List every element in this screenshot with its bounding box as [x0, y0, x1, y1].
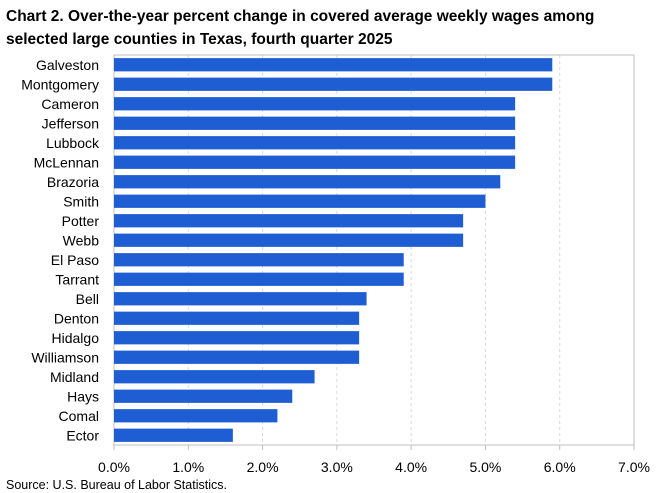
bar	[114, 292, 367, 306]
category-label: Denton	[54, 310, 99, 326]
bar	[114, 155, 516, 169]
category-label: Comal	[59, 408, 99, 424]
category-label: Galveston	[36, 57, 99, 73]
category-label: Bell	[76, 291, 99, 307]
category-label: Jefferson	[42, 115, 99, 131]
category-label: Webb	[63, 232, 100, 248]
bar	[114, 428, 233, 442]
bar	[114, 175, 501, 189]
plot-area-border	[113, 54, 635, 446]
category-label: Hidalgo	[52, 330, 100, 346]
category-label: Midland	[50, 369, 99, 385]
bar	[114, 136, 516, 150]
category-label: Hays	[67, 388, 99, 404]
chart-title: Chart 2. Over-the-year percent change in…	[6, 8, 595, 48]
bar	[114, 58, 553, 72]
category-label: Montgomery	[21, 76, 99, 92]
x-tick-label: 1.0%	[172, 459, 204, 475]
bar	[114, 350, 360, 364]
category-label: El Paso	[51, 252, 99, 268]
category-label: McLennan	[34, 154, 99, 170]
category-label: Ector	[66, 427, 99, 443]
bar	[114, 409, 278, 423]
category-label: Cameron	[41, 96, 99, 112]
bar	[114, 272, 404, 286]
category-label: Williamson	[31, 349, 99, 365]
bar	[114, 77, 553, 91]
x-tick-label: 4.0%	[395, 459, 427, 475]
bar	[114, 389, 293, 403]
bar	[114, 233, 464, 247]
category-label: Tarrant	[55, 271, 99, 287]
bar	[114, 331, 360, 345]
bar	[114, 194, 486, 208]
category-labels: Galveston Montgomery Cameron Jefferson Lubbo…	[21, 57, 100, 444]
chart-source: Source: U.S. Bureau of Labor Statistics.	[6, 478, 227, 492]
x-tick-label: 2.0%	[247, 459, 279, 475]
x-tick-label: 5.0%	[469, 459, 501, 475]
x-tick-label: 6.0%	[544, 459, 576, 475]
bars	[114, 58, 553, 442]
category-label: Lubbock	[46, 135, 100, 151]
bar	[114, 214, 464, 228]
category-label: Brazoria	[47, 174, 99, 190]
category-label: Smith	[63, 193, 99, 209]
category-label: Potter	[62, 213, 100, 229]
bar	[114, 370, 315, 384]
x-tick-label: 0.0%	[98, 459, 130, 475]
x-tick-label: 3.0%	[321, 459, 353, 475]
bar	[114, 97, 516, 111]
bar	[114, 253, 404, 267]
bar	[114, 311, 360, 325]
x-tick-labels: 0.0% 1.0% 2.0% 3.0% 4.0% 5.0% 6.0% 7.0%	[98, 459, 650, 475]
x-tick-label: 7.0%	[618, 459, 650, 475]
bar	[114, 116, 516, 130]
